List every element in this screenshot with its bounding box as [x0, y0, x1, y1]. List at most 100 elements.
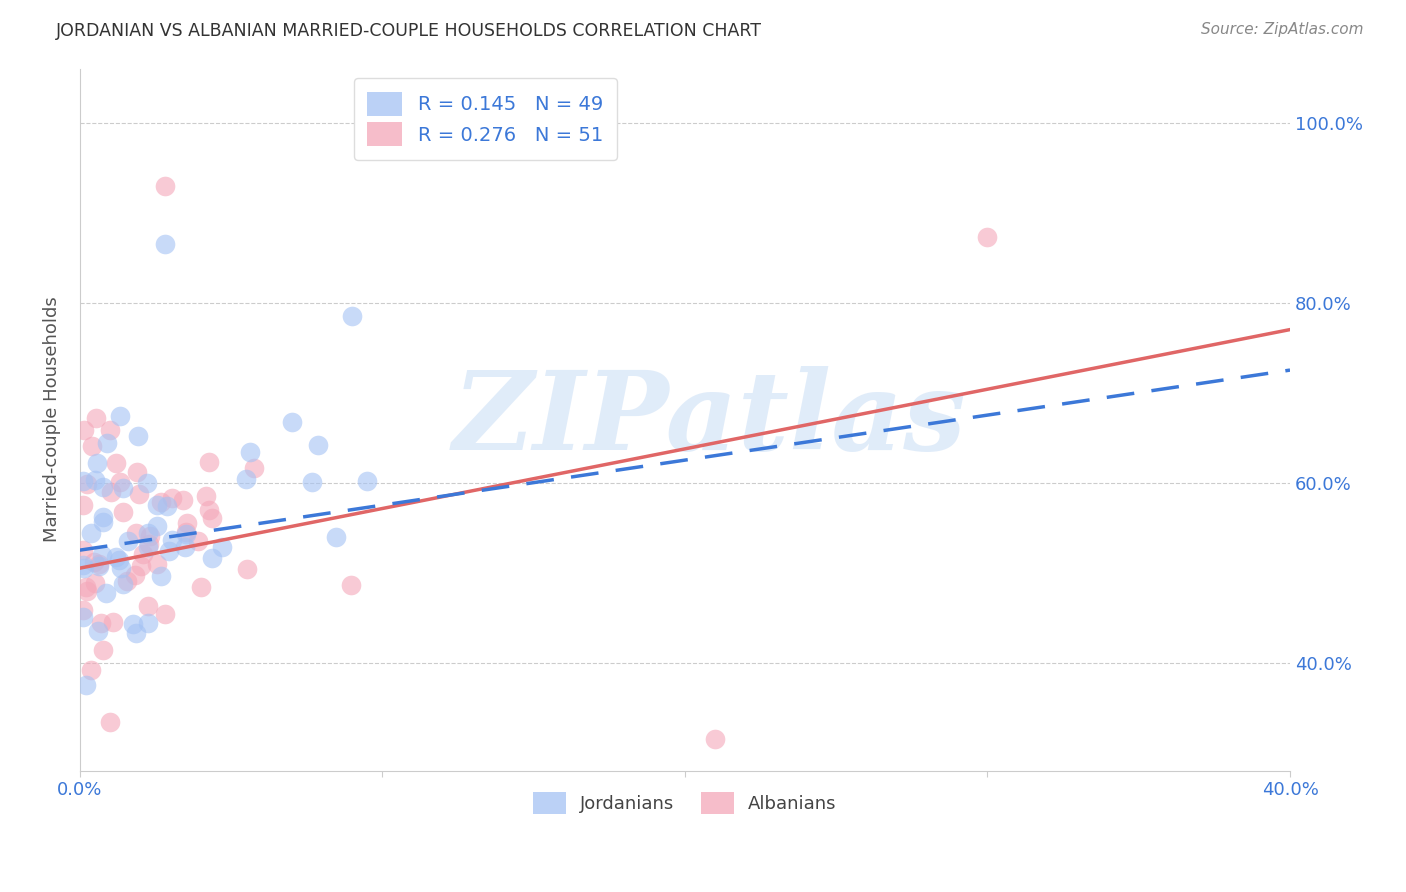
Point [93, 643, 115, 657]
Point [157, 544, 180, 558]
Point [301, 475, 323, 490]
Point [149, 495, 172, 509]
Point [72, 474, 94, 488]
Point [108, 409, 131, 423]
Point [176, 516, 198, 530]
Point [98, 715, 121, 730]
Text: JORDANIAN VS ALBANIAN MARRIED-COUPLE HOUSEHOLDS CORRELATION CHART: JORDANIAN VS ALBANIAN MARRIED-COUPLE HOU… [56, 22, 762, 40]
Point [83, 555, 105, 569]
Point [138, 536, 160, 550]
Point [356, 474, 378, 488]
Point [201, 510, 224, 524]
Point [198, 455, 221, 469]
Point [238, 444, 260, 458]
Point [174, 527, 197, 541]
Point [72, 542, 94, 557]
Point [111, 481, 134, 495]
Point [98, 423, 121, 437]
Point [146, 519, 169, 533]
Point [174, 540, 197, 554]
Point [100, 485, 122, 500]
Point [135, 475, 157, 490]
Point [201, 551, 224, 566]
Point [172, 492, 194, 507]
Point [124, 568, 146, 582]
Point [150, 569, 173, 583]
Point [80, 439, 103, 453]
Point [72, 603, 94, 617]
Point [281, 415, 304, 429]
Point [124, 626, 146, 640]
Point [243, 461, 266, 475]
Point [307, 437, 329, 451]
Point [146, 557, 169, 571]
Point [139, 529, 162, 543]
Point [153, 237, 176, 252]
Point [325, 530, 347, 544]
Point [110, 475, 132, 489]
Point [104, 456, 127, 470]
Point [117, 534, 139, 549]
Point [72, 498, 94, 512]
Point [87, 624, 110, 638]
Point [96, 436, 118, 450]
Point [195, 489, 218, 503]
Y-axis label: Married-couple Households: Married-couple Households [44, 297, 60, 542]
Point [160, 491, 183, 506]
Point [236, 562, 259, 576]
Point [129, 558, 152, 573]
Point [110, 560, 132, 574]
Point [190, 580, 212, 594]
Point [75, 677, 97, 691]
Legend: Jordanians, Albanians: Jordanians, Albanians [522, 781, 848, 825]
Point [198, 503, 221, 517]
Point [108, 553, 131, 567]
Point [93, 516, 115, 530]
Point [104, 550, 127, 565]
Point [91, 481, 114, 495]
Point [91, 549, 114, 563]
Point [76, 583, 98, 598]
Point [101, 615, 124, 629]
Text: ZIPatlas: ZIPatlas [453, 366, 966, 474]
Point [128, 487, 150, 501]
Point [87, 559, 110, 574]
Point [145, 498, 167, 512]
Point [127, 465, 149, 479]
Point [83, 576, 105, 591]
Point [340, 577, 363, 591]
Point [156, 499, 179, 513]
Point [91, 509, 114, 524]
Point [90, 615, 112, 630]
Point [112, 577, 135, 591]
Point [84, 473, 107, 487]
Point [86, 456, 108, 470]
Point [80, 663, 103, 677]
Point [84, 411, 107, 425]
Point [96, 586, 118, 600]
Point [136, 540, 159, 554]
Point [73, 560, 96, 574]
Point [976, 230, 998, 244]
Point [75, 581, 97, 595]
Text: Source: ZipAtlas.com: Source: ZipAtlas.com [1201, 22, 1364, 37]
Point [136, 599, 159, 613]
Point [80, 525, 103, 540]
Point [235, 472, 257, 486]
Point [72, 610, 94, 624]
Point [187, 534, 209, 549]
Point [87, 557, 110, 571]
Point [153, 178, 176, 193]
Point [72, 424, 94, 438]
Point [122, 616, 145, 631]
Point [162, 533, 184, 547]
Point [125, 526, 148, 541]
Point [72, 558, 94, 572]
Point [340, 309, 363, 323]
Point [704, 732, 727, 747]
Point [76, 477, 98, 491]
Point [174, 525, 197, 540]
Point [132, 547, 155, 561]
Point [127, 429, 149, 443]
Point [136, 615, 159, 630]
